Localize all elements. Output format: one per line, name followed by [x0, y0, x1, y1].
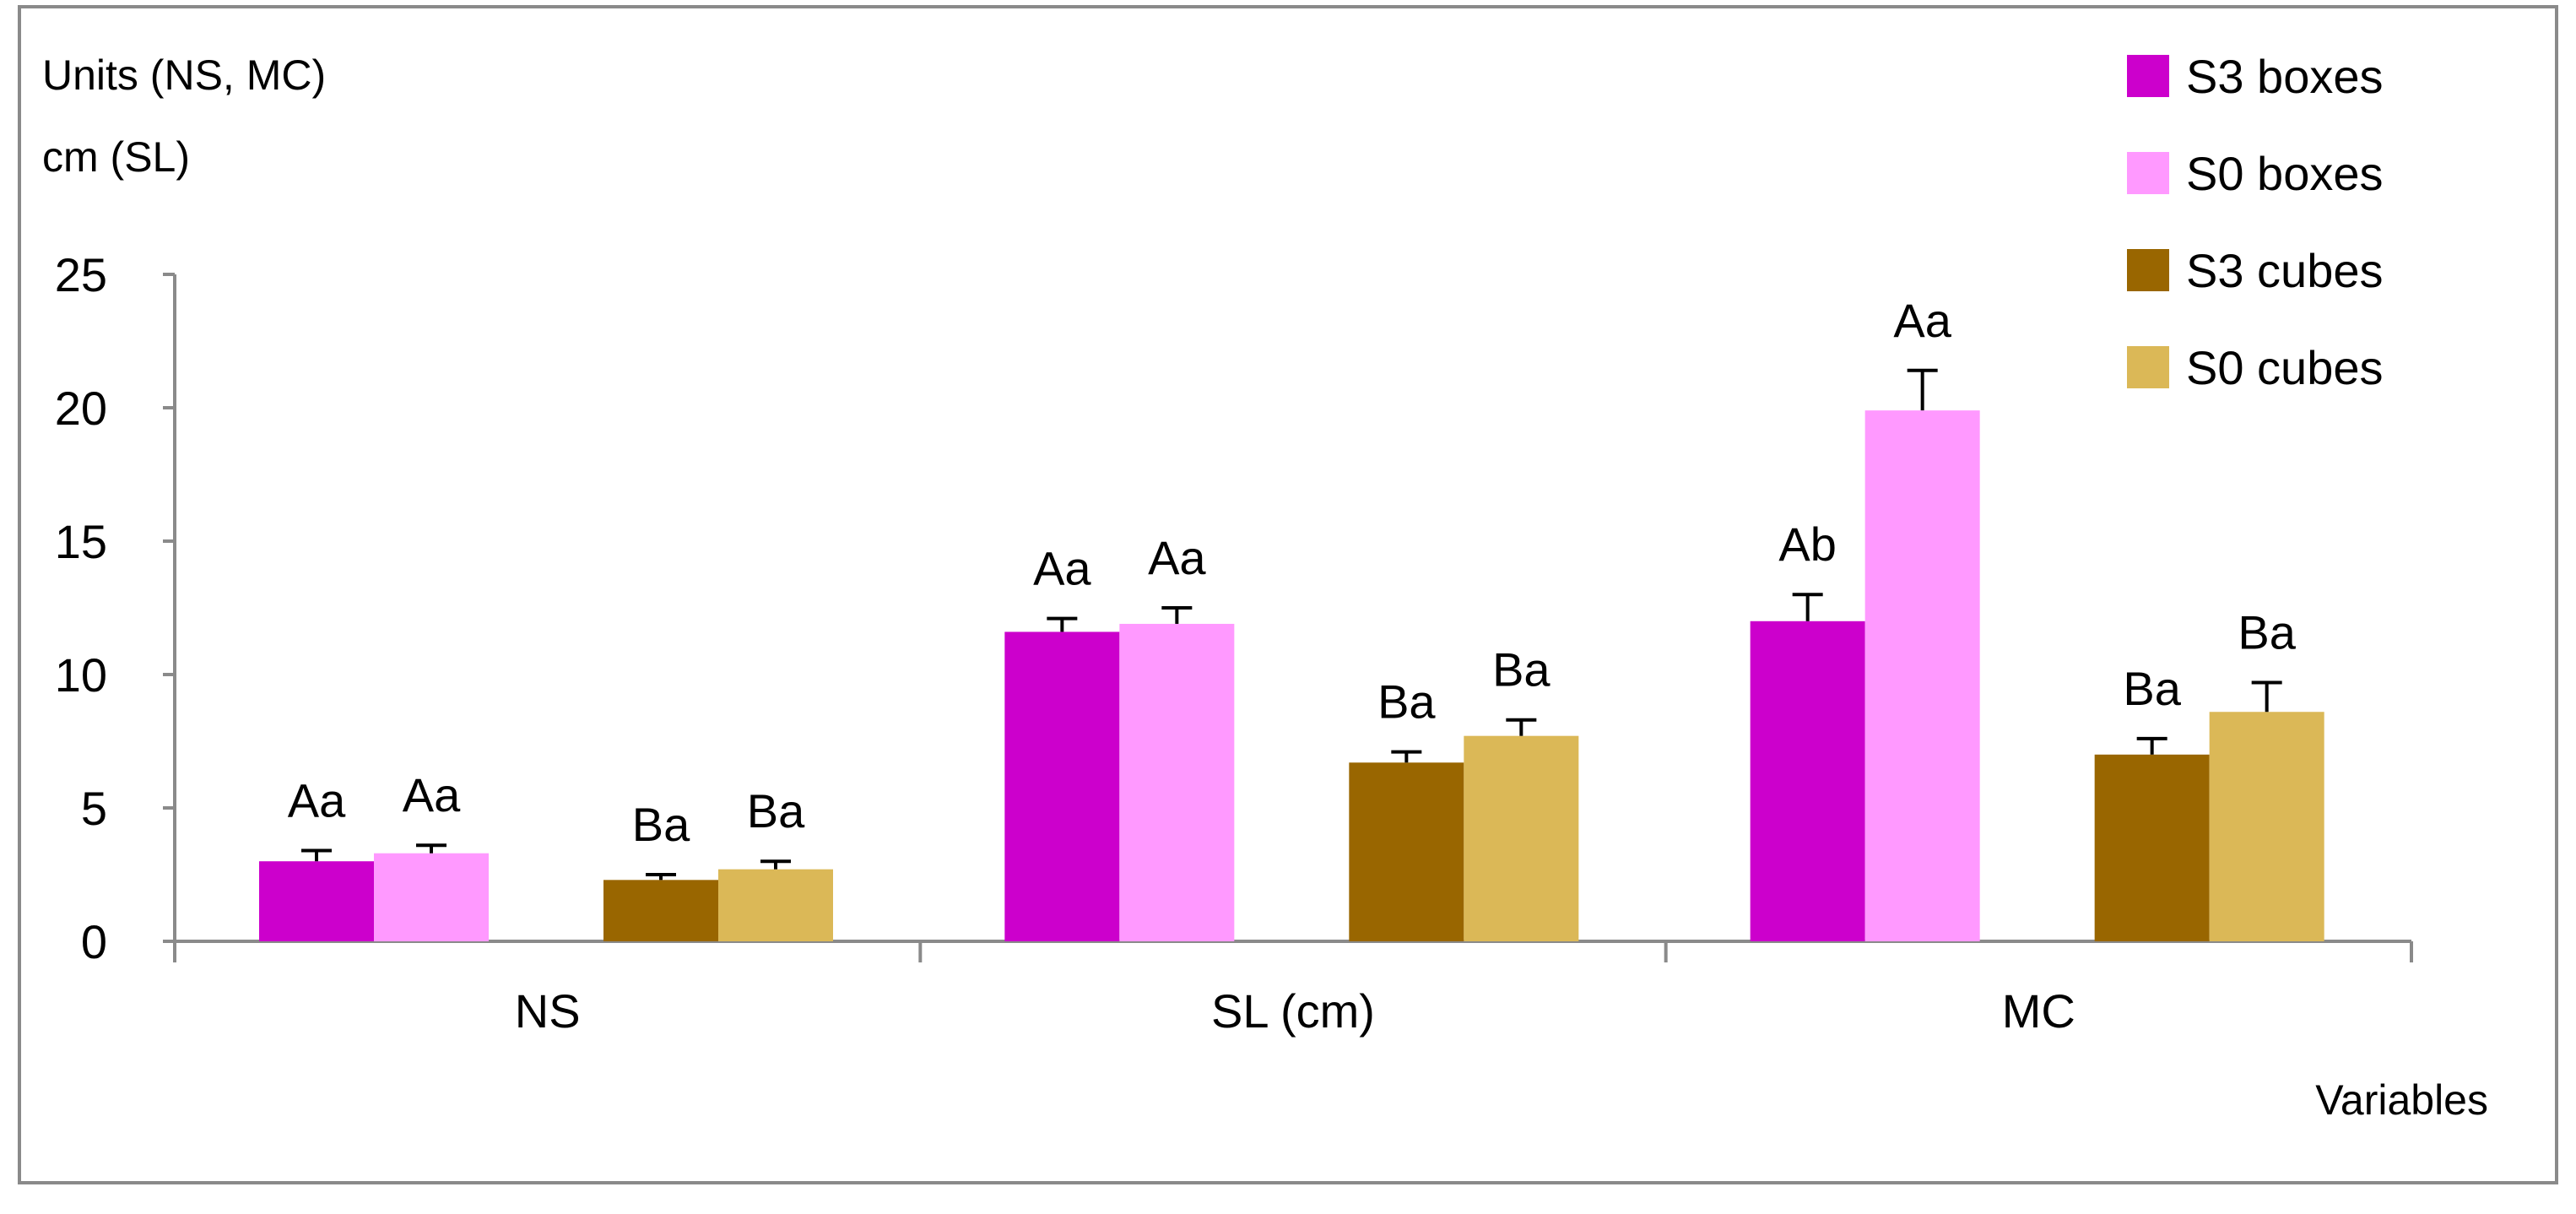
bar-series-group: Aa Aa Ab Aa Aa Aa Ba Ba Ba Ba Ba Ba — [259, 294, 2324, 941]
data-label: Aa — [1893, 294, 1951, 347]
bar — [1119, 623, 1235, 941]
bar-series: Ba Ba Ba — [603, 662, 2210, 941]
bar — [603, 880, 718, 941]
y-axis: 0 5 10 15 20 25 — [55, 248, 176, 968]
bar — [1004, 631, 1120, 941]
y-tick-label: 15 — [55, 515, 107, 568]
data-label: Aa — [1148, 531, 1206, 584]
bar — [1750, 621, 1865, 941]
bar — [718, 869, 833, 941]
y-axis-label-line-2: cm (SL) — [42, 133, 190, 181]
bar — [374, 853, 489, 941]
y-tick-label: 0 — [81, 915, 107, 968]
legend-label: S3 boxes — [2186, 50, 2384, 103]
legend-swatch — [2127, 152, 2169, 194]
data-label: Ba — [632, 798, 690, 851]
bar-series: Ba Ba Ba — [718, 605, 2324, 941]
legend-swatch — [2127, 55, 2169, 97]
data-label: Ab — [1778, 518, 1837, 571]
x-axis-label: Variables — [2315, 1076, 2488, 1124]
data-label: Aa — [288, 774, 346, 827]
y-axis-label-line-1: Units (NS, MC) — [42, 51, 326, 99]
legend-label: S0 boxes — [2186, 147, 2384, 200]
bar — [1464, 735, 1579, 941]
data-label: Ba — [747, 784, 805, 837]
bar-series: Aa Aa Ab — [259, 518, 1865, 941]
chart-frame — [18, 5, 2558, 1184]
bar — [2209, 712, 2324, 941]
data-label: Aa — [403, 768, 461, 821]
data-label: Ba — [2123, 662, 2181, 715]
y-tick-label: 10 — [55, 648, 107, 702]
bar — [2094, 754, 2210, 941]
legend-label: S0 cubes — [2186, 341, 2384, 394]
bar — [1864, 410, 1980, 941]
y-tick-label: 5 — [81, 782, 107, 835]
y-tick-label: 20 — [55, 382, 107, 435]
y-tick-label: 25 — [55, 248, 107, 301]
data-label: Ba — [2238, 605, 2296, 658]
data-label: Ba — [1492, 643, 1550, 696]
legend-swatch — [2127, 249, 2169, 291]
legend: S3 boxes S0 boxes S3 cubes S0 cubes — [2127, 50, 2384, 394]
legend-swatch — [2127, 346, 2169, 388]
x-axis: NS SL (cm) MC — [163, 940, 2413, 1038]
data-label: Ba — [1377, 675, 1436, 729]
data-label: Aa — [1033, 542, 1091, 595]
x-tick-label: SL (cm) — [1211, 984, 1375, 1038]
x-tick-label: MC — [2002, 984, 2075, 1038]
legend-label: S3 cubes — [2186, 244, 2384, 297]
bar — [259, 861, 374, 941]
bar-series: Aa Aa Aa — [374, 294, 1980, 941]
x-tick-label: NS — [515, 984, 581, 1038]
bar — [1349, 762, 1464, 941]
